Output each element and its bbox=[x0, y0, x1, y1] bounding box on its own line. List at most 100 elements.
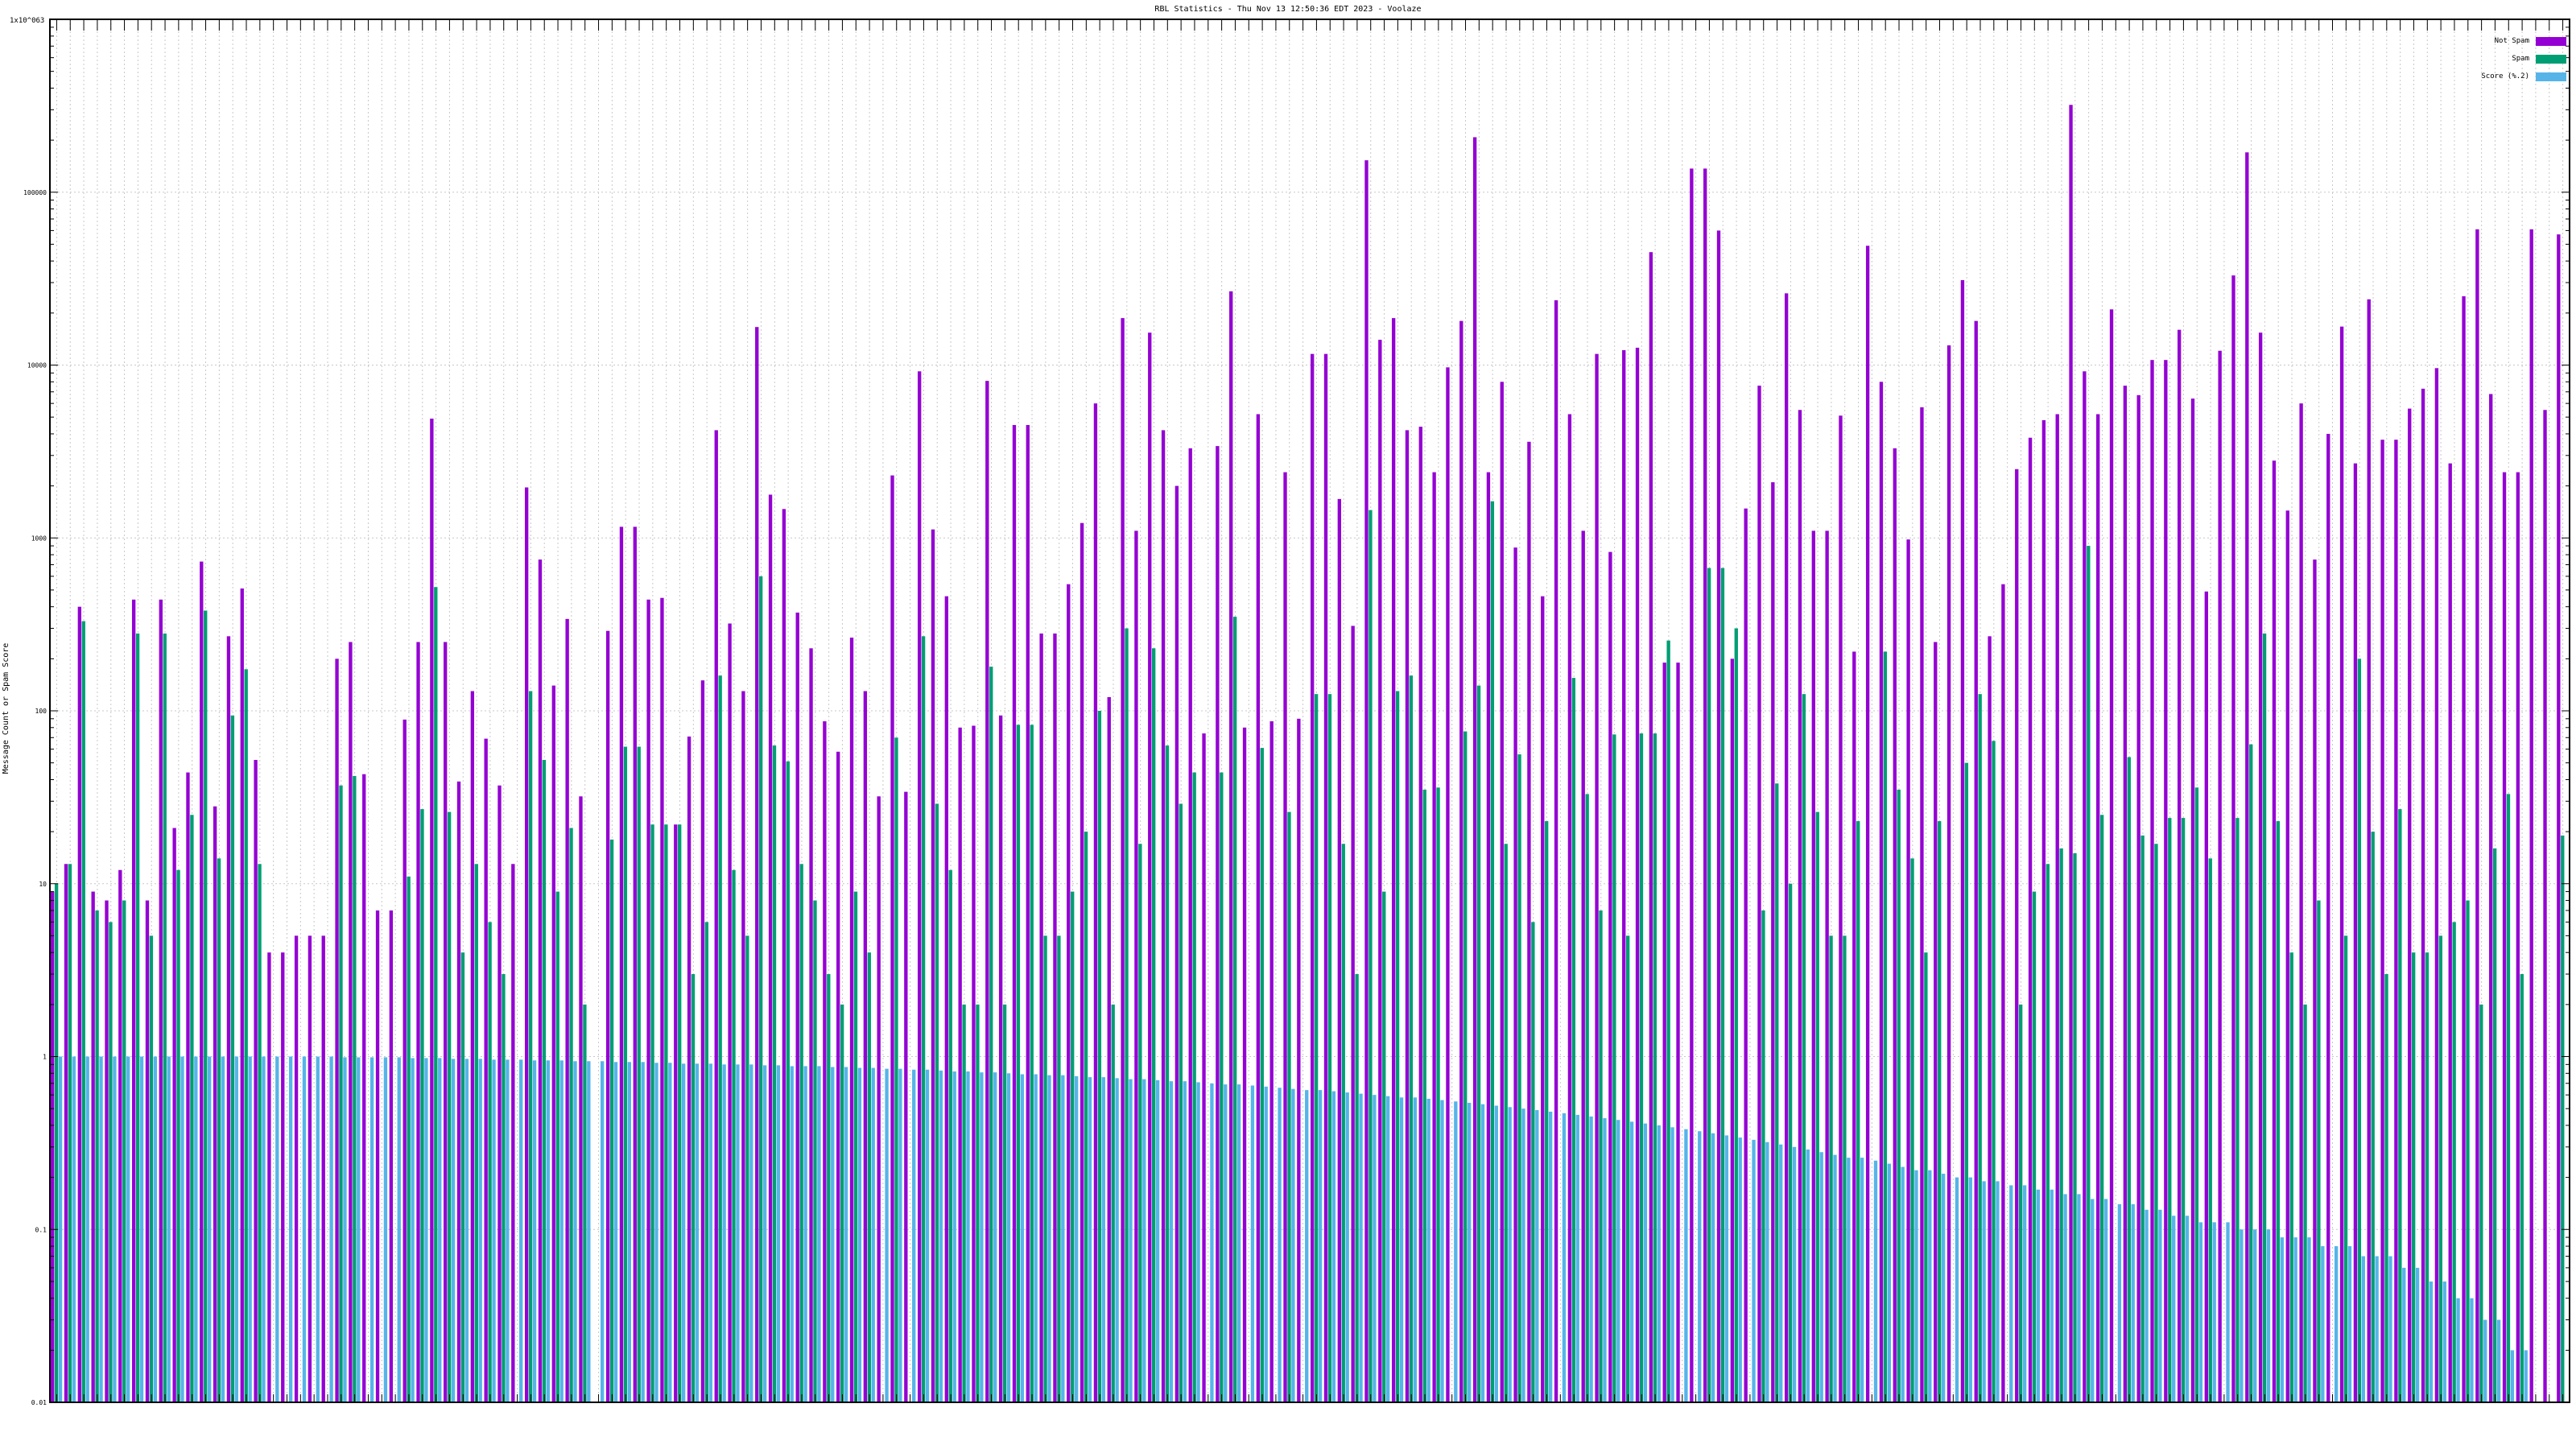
bar-score-2- bbox=[2510, 1350, 2515, 1402]
bar-not-spam bbox=[1513, 547, 1517, 1402]
bar-not-spam bbox=[1811, 530, 1815, 1403]
bar-not-spam bbox=[1988, 636, 1992, 1402]
bar-not-spam bbox=[64, 864, 68, 1402]
bar-score-2- bbox=[2470, 1298, 2474, 1402]
bar-not-spam bbox=[1283, 472, 1287, 1402]
bar-spam bbox=[2384, 974, 2388, 1402]
bar-score-2- bbox=[722, 1064, 726, 1402]
bar-score-2- bbox=[2172, 1216, 2176, 1402]
bar-spam bbox=[2127, 757, 2131, 1402]
bar-spam bbox=[1897, 789, 1901, 1402]
bar-not-spam bbox=[755, 327, 759, 1402]
bar-spam bbox=[1761, 910, 1765, 1402]
bar-score-2- bbox=[2429, 1281, 2434, 1402]
bar-spam bbox=[758, 576, 763, 1402]
bar-score-2- bbox=[2103, 1199, 2108, 1402]
chart-title: RBL Statistics - Thu Nov 13 12:50:36 EDT… bbox=[1154, 5, 1421, 14]
bar-score-2- bbox=[1643, 1123, 1648, 1402]
bar-not-spam bbox=[1405, 430, 1410, 1402]
bar-spam bbox=[1531, 922, 1535, 1402]
bar-spam bbox=[1097, 711, 1102, 1402]
bar-score-2- bbox=[1155, 1080, 1160, 1402]
bar-score-2- bbox=[357, 1057, 361, 1402]
bar-not-spam bbox=[2001, 584, 2005, 1402]
bar-spam bbox=[2371, 832, 2375, 1402]
bar-spam bbox=[1571, 678, 1576, 1402]
bar-not-spam bbox=[2028, 437, 2033, 1402]
bar-not-spam bbox=[998, 715, 1003, 1402]
bar-score-2- bbox=[1508, 1107, 1512, 1402]
bar-spam bbox=[1030, 724, 1034, 1402]
bar-not-spam bbox=[1906, 539, 1910, 1402]
bar-not-spam bbox=[1960, 279, 1965, 1402]
bar-score-2- bbox=[2442, 1281, 2446, 1402]
bar-score-2- bbox=[2077, 1194, 2081, 1402]
bar-score-2- bbox=[695, 1063, 700, 1402]
bar-not-spam bbox=[470, 691, 475, 1402]
bar-spam bbox=[1409, 675, 1414, 1402]
bar-spam bbox=[786, 761, 790, 1402]
bar-score-2- bbox=[885, 1068, 889, 1402]
bar-score-2- bbox=[1779, 1144, 1783, 1402]
bar-score-2- bbox=[1305, 1090, 1309, 1402]
bar-score-2- bbox=[1901, 1166, 1905, 1402]
bar-not-spam bbox=[1757, 386, 1761, 1403]
bar-score-2- bbox=[1562, 1113, 1567, 1402]
bar-spam bbox=[1585, 794, 1589, 1402]
bar-not-spam bbox=[1649, 252, 1653, 1402]
bar-spam bbox=[1992, 741, 1996, 1402]
bar-not-spam bbox=[456, 781, 461, 1402]
bar-not-spam bbox=[2272, 460, 2277, 1402]
bar-spam bbox=[1653, 733, 1657, 1402]
bar-score-2- bbox=[1711, 1133, 1715, 1402]
bar-score-2- bbox=[1210, 1083, 1214, 1402]
bar-not-spam bbox=[1771, 482, 1775, 1402]
bar-spam bbox=[2262, 633, 2267, 1402]
bar-score-2- bbox=[85, 1056, 89, 1402]
bar-not-spam bbox=[511, 864, 515, 1402]
bar-not-spam bbox=[1174, 485, 1179, 1403]
bar-score-2- bbox=[262, 1056, 266, 1402]
bars bbox=[51, 105, 2565, 1403]
bar-score-2- bbox=[2456, 1298, 2460, 1402]
bar-score-2- bbox=[72, 1056, 76, 1402]
bar-not-spam bbox=[294, 935, 299, 1402]
bar-score-2- bbox=[113, 1056, 117, 1402]
bar-score-2- bbox=[207, 1056, 212, 1402]
bar-spam bbox=[68, 864, 72, 1402]
bar-score-2- bbox=[546, 1060, 551, 1402]
bar-not-spam bbox=[186, 772, 190, 1402]
bar-score-2- bbox=[2240, 1229, 2244, 1402]
bar-score-2- bbox=[857, 1067, 862, 1402]
bar-spam bbox=[1924, 952, 1928, 1402]
bar-score-2- bbox=[1928, 1170, 1932, 1402]
bar-not-spam bbox=[1635, 347, 1640, 1402]
x-axis-ticks bbox=[56, 19, 2564, 1402]
bar-score-2- bbox=[980, 1072, 984, 1402]
bar-score-2- bbox=[1088, 1077, 1092, 1402]
bar-spam bbox=[1883, 651, 1888, 1402]
bar-score-2- bbox=[1061, 1075, 1065, 1402]
bar-score-2- bbox=[993, 1072, 997, 1402]
bar-score-2- bbox=[1264, 1086, 1268, 1402]
bar-score-2- bbox=[587, 1061, 591, 1402]
bar-score-2- bbox=[925, 1069, 930, 1402]
bar-not-spam bbox=[972, 725, 976, 1402]
bar-not-spam bbox=[1946, 345, 1951, 1403]
bar-not-spam bbox=[1067, 584, 1071, 1402]
bar-score-2- bbox=[519, 1059, 523, 1402]
bar-spam bbox=[555, 891, 559, 1402]
bar-score-2- bbox=[99, 1056, 103, 1402]
bar-not-spam bbox=[1297, 718, 1301, 1402]
bar-not-spam bbox=[240, 588, 244, 1402]
bar-not-spam bbox=[2408, 408, 2412, 1402]
bar-spam bbox=[2154, 844, 2158, 1402]
bar-score-2- bbox=[1345, 1092, 1349, 1402]
bar-not-spam bbox=[2326, 433, 2330, 1402]
bar-score-2- bbox=[2212, 1222, 2216, 1402]
bar-score-2- bbox=[438, 1058, 442, 1402]
bar-score-2- bbox=[1752, 1139, 1756, 1402]
bar-not-spam bbox=[1216, 446, 1220, 1402]
bar-spam bbox=[460, 952, 465, 1402]
